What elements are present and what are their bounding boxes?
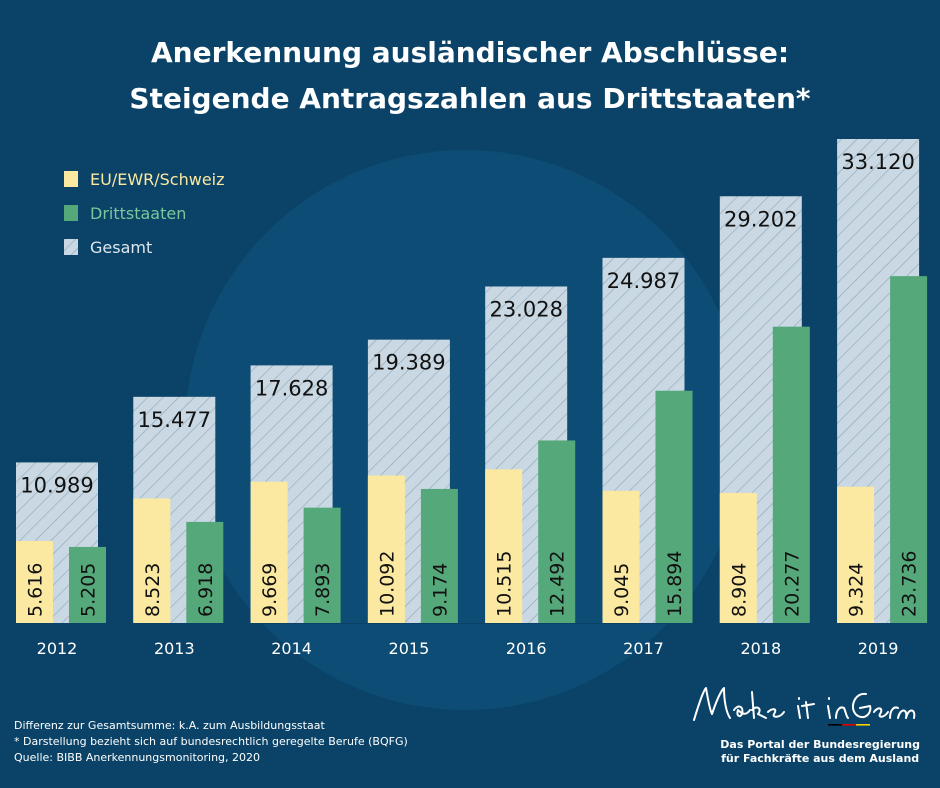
x-tick-2012: 2012 bbox=[37, 639, 78, 658]
label-gesamt-2019: 33.120 bbox=[841, 150, 914, 174]
label-drittstaaten-2017: 15.894 bbox=[664, 551, 686, 617]
legend-label-eu: EU/EWR/Schweiz bbox=[90, 169, 225, 189]
label-eu-2012: 5.616 bbox=[25, 563, 47, 617]
label-gesamt-2014: 17.628 bbox=[255, 376, 328, 400]
bar-eu-2015 bbox=[367, 475, 405, 623]
footnote-source: Quelle: BIBB Anerkennungsmonitoring, 202… bbox=[14, 751, 261, 764]
bar-eu-2016 bbox=[485, 469, 523, 623]
legend-swatch-drittstaaten bbox=[64, 205, 78, 221]
label-gesamt-2018: 29.202 bbox=[724, 207, 797, 231]
bar-eu-2013 bbox=[133, 498, 171, 623]
label-drittstaaten-2019: 23.736 bbox=[899, 551, 921, 617]
legend-swatch-eu bbox=[64, 171, 78, 187]
bar-drittstaaten-2015 bbox=[420, 488, 458, 623]
bar-drittstaaten-2018 bbox=[772, 326, 810, 623]
bar-drittstaaten-2013 bbox=[186, 521, 224, 623]
portal-line-2: für Fachkräfte aus dem Ausland bbox=[721, 752, 920, 765]
x-tick-2017: 2017 bbox=[623, 639, 664, 658]
label-drittstaaten-2015: 9.174 bbox=[429, 563, 451, 617]
label-eu-2019: 9.324 bbox=[846, 563, 868, 617]
label-eu-2018: 8.904 bbox=[728, 563, 750, 617]
x-tick-2015: 2015 bbox=[389, 639, 430, 658]
label-gesamt-2012: 10.989 bbox=[20, 473, 93, 497]
chart-title: Anerkennung ausländischer Abschlüsse: St… bbox=[0, 30, 940, 122]
legend-swatch-gesamt bbox=[64, 239, 78, 255]
bar-drittstaaten-2017 bbox=[655, 390, 693, 623]
label-eu-2016: 10.515 bbox=[494, 551, 516, 617]
label-drittstaaten-2018: 20.277 bbox=[781, 551, 803, 617]
x-tick-2013: 2013 bbox=[154, 639, 195, 658]
label-gesamt-2015: 19.389 bbox=[372, 351, 445, 375]
label-eu-2014: 9.669 bbox=[259, 563, 281, 617]
x-tick-2019: 2019 bbox=[858, 639, 899, 658]
bar-drittstaaten-2019 bbox=[890, 276, 928, 623]
title-line-2: Steigende Antragszahlen aus Drittstaaten… bbox=[129, 82, 811, 115]
legend-item-eu: EU/EWR/Schweiz bbox=[64, 162, 225, 196]
label-gesamt-2017: 24.987 bbox=[607, 269, 680, 293]
bar-drittstaaten-2016 bbox=[538, 440, 576, 623]
x-tick-2014: 2014 bbox=[271, 639, 312, 658]
label-drittstaaten-2014: 7.893 bbox=[312, 563, 334, 617]
legend-item-drittstaaten: Drittstaaten bbox=[64, 196, 225, 230]
footnote-difference: Differenz zur Gesamtsumme: k.A. zum Ausb… bbox=[14, 719, 325, 732]
label-gesamt-2013: 15.477 bbox=[138, 408, 211, 432]
bar-eu-2019 bbox=[837, 486, 875, 623]
footnote-bqfg: * Darstellung bezieht sich auf bundesrec… bbox=[14, 735, 408, 748]
portal-branding: Das Portal der Bundesregierung für Fachk… bbox=[720, 738, 920, 766]
bar-drittstaaten-2014 bbox=[303, 507, 341, 623]
make-it-in-germany-logo bbox=[693, 687, 916, 726]
title-line-1: Anerkennung ausländischer Abschlüsse: bbox=[150, 36, 790, 69]
label-eu-2017: 9.045 bbox=[611, 563, 633, 617]
label-gesamt-2016: 23.028 bbox=[489, 297, 562, 321]
legend: EU/EWR/Schweiz Drittstaaten Gesamt bbox=[64, 162, 225, 264]
portal-line-1: Das Portal der Bundesregierung bbox=[720, 738, 920, 751]
label-drittstaaten-2013: 6.918 bbox=[195, 563, 217, 617]
legend-item-gesamt: Gesamt bbox=[64, 230, 225, 264]
label-drittstaaten-2016: 12.492 bbox=[547, 551, 569, 617]
label-eu-2013: 8.523 bbox=[142, 563, 164, 617]
bar-eu-2017 bbox=[602, 490, 640, 623]
bar-eu-2018 bbox=[719, 492, 757, 623]
bar-drittstaaten-2012 bbox=[69, 546, 106, 623]
x-tick-2016: 2016 bbox=[506, 639, 547, 658]
legend-label-gesamt: Gesamt bbox=[90, 237, 153, 257]
legend-label-drittstaaten: Drittstaaten bbox=[90, 203, 187, 223]
bar-eu-2012 bbox=[16, 540, 53, 623]
bar-eu-2014 bbox=[250, 481, 288, 623]
x-tick-2018: 2018 bbox=[740, 639, 781, 658]
footnotes: Differenz zur Gesamtsumme: k.A. zum Ausb… bbox=[14, 718, 408, 766]
label-drittstaaten-2012: 5.205 bbox=[78, 563, 100, 617]
label-eu-2015: 10.092 bbox=[376, 551, 398, 617]
